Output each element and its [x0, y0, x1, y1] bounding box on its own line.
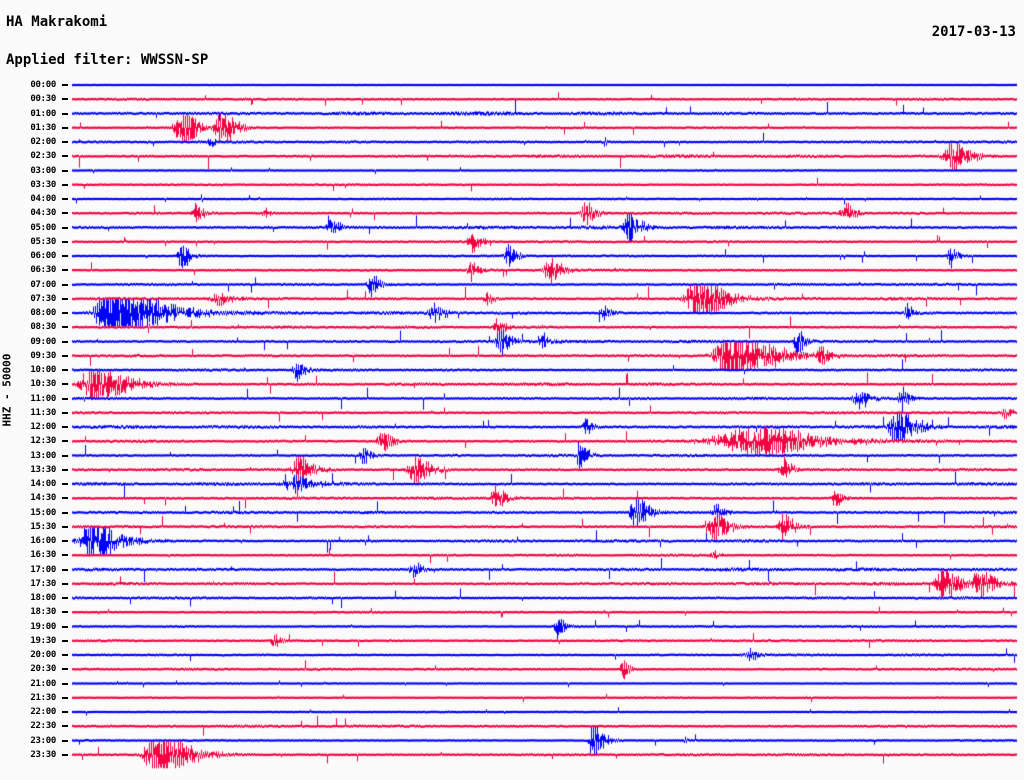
seismogram-plot-area: 00:0000:3001:0001:3002:0002:3003:0003:30… [0, 78, 1024, 778]
record-date: 2017-03-13 [931, 24, 1016, 40]
station-name: HA Makrakomi [6, 14, 108, 30]
seismogram-traces [0, 78, 1024, 778]
applied-filter-label: Applied filter: WWSSN-SP [6, 52, 209, 68]
